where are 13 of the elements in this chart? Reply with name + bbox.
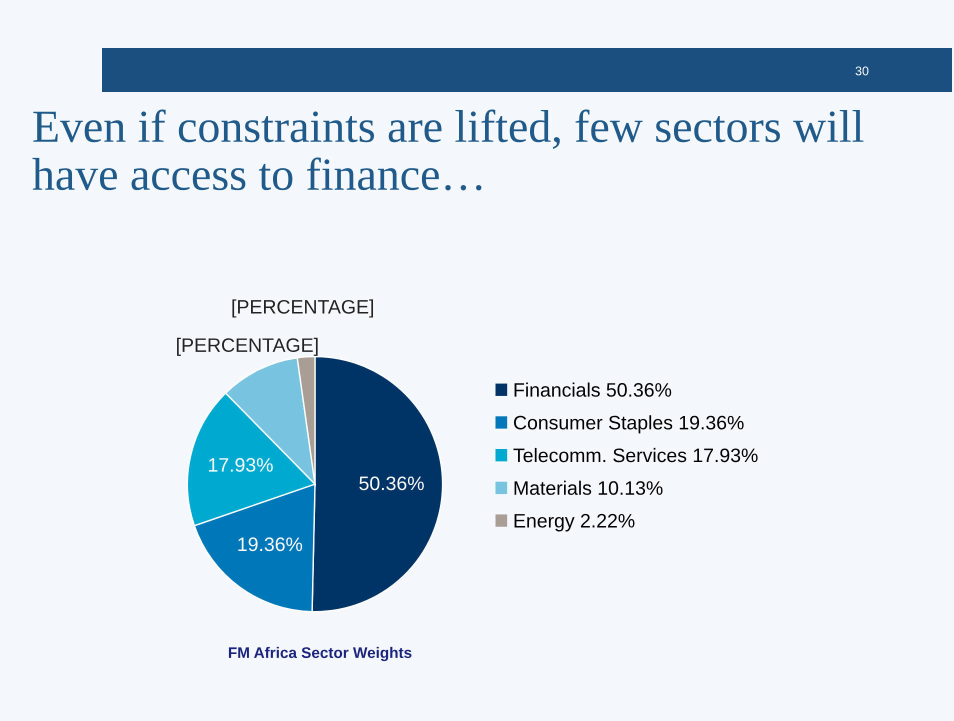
- data-label: [PERCENTAGE]: [177, 338, 318, 356]
- legend-label: Consumer Staples 19.36%: [514, 415, 744, 434]
- chart-title: Even if constraints are lifted, few sectors will have access to finance…: [32, 110, 864, 190]
- legend-label: Telecomm. Services 17.93%: [513, 448, 758, 462]
- data-label: 17.93%: [209, 458, 273, 472]
- legend-label: Financials 50.36%: [514, 382, 672, 397]
- data-label: [PERCENTAGE]: [232, 299, 374, 318]
- legend-label: Energy 2.22%: [514, 514, 634, 532]
- text: FM Africa Sector Weights: [228, 646, 412, 662]
- data-label: 50.36%: [359, 476, 424, 490]
- data-label: 19.36%: [238, 537, 302, 552]
- text: 30: [856, 66, 868, 76]
- legend-label: Materials 10.13%: [514, 480, 663, 495]
